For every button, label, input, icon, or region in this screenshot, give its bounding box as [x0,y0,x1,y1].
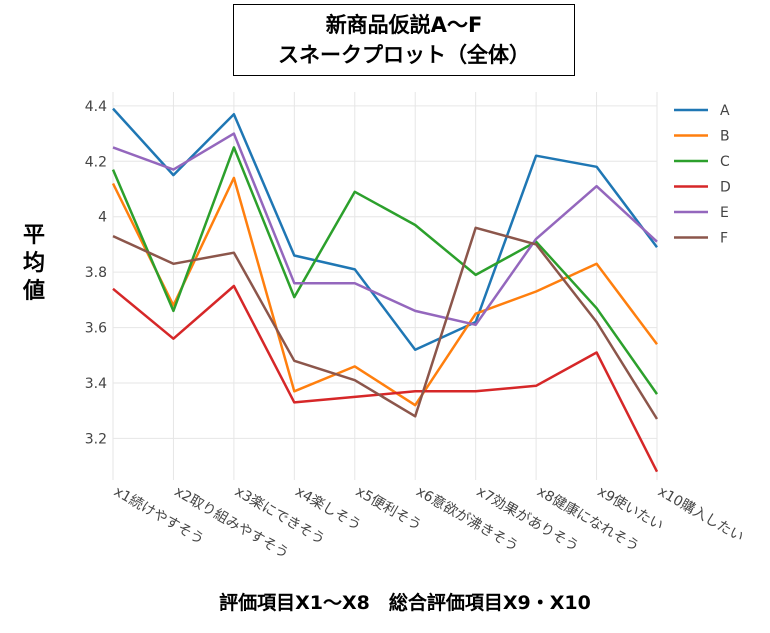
y-tick-label: 3.4 [85,376,107,392]
legend-label-D: D [720,180,731,196]
legend-label-A: A [720,103,730,119]
legend-label-B: B [720,129,730,145]
series-line-A [112,107,658,351]
series-line-C [111,146,659,395]
y-tick-label: 3.6 [85,321,107,337]
series-line-E [112,132,658,327]
y-tick-label: 3.8 [85,265,107,281]
y-axis-label-char: 値 [22,279,45,304]
y-tick-label: 4.4 [85,99,107,115]
series-line-D [112,284,659,473]
y-axis-label: 平均値 [17,222,51,306]
x-tick-label: x5便利そう [353,484,424,534]
chart-title-line2: スネークプロット（全体） [278,43,530,67]
series-line-B [111,176,658,407]
y-axis-label-char: 平 [22,223,45,248]
x-tick-label: x6意欲が沸きそう [413,483,521,555]
chart-title: 新商品仮説A〜F スネークプロット（全体） [233,4,575,76]
y-tick-label: 3.2 [85,431,107,447]
x-tick-label: x10購入したい [655,484,746,546]
x-tick-label: x7効果がありそう [474,484,582,555]
y-tick-label: 4.2 [85,154,107,170]
legend-label-E: E [720,205,729,221]
x-tick-label: x2取り組みやすそう [171,484,291,562]
y-axis-label-char: 均 [22,251,45,276]
series-line-F [112,226,659,420]
x-tick-label: x8健康になれそう [534,483,642,555]
y-tick-label: 4 [98,210,107,226]
legend-label-F: F [720,231,728,247]
chart-title-line1: 新商品仮説A〜F [325,13,483,37]
legend-label-C: C [720,154,730,170]
x-axis-label: 評価項目X1〜X8 総合評価項目X9・X10 [219,592,591,614]
